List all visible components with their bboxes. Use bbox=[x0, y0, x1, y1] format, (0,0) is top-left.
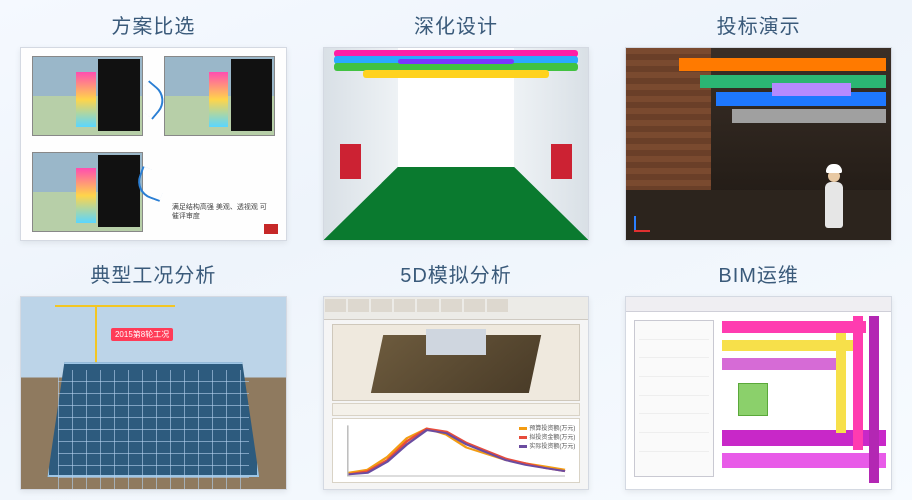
pipe-icon bbox=[363, 70, 548, 78]
card-typical-case-analysis: 典型工况分析 2015第8轮工况 bbox=[20, 259, 287, 490]
model-viewport bbox=[332, 324, 581, 401]
duct-icon bbox=[772, 83, 851, 96]
pipe-run bbox=[722, 453, 886, 468]
card-title: BIM运维 bbox=[718, 259, 799, 288]
status-strip bbox=[332, 403, 581, 416]
pipe-run bbox=[722, 321, 866, 333]
pipe-run bbox=[722, 340, 853, 352]
tree-panel bbox=[634, 320, 713, 477]
structure-grid bbox=[58, 370, 249, 490]
floor-plan bbox=[722, 316, 886, 483]
pipe-run bbox=[853, 316, 863, 450]
card-title: 典型工况分析 bbox=[90, 259, 216, 288]
thumb-typical-case: 2015第8轮工况 bbox=[20, 296, 287, 490]
card-bid-presentation: 投标演示 bbox=[625, 10, 892, 241]
chart-legend: 预算投资额(万元)拟投资金额(万元)实际投资额(万元) bbox=[519, 423, 575, 450]
app-menubar bbox=[626, 297, 891, 312]
milestone-banner: 2015第8轮工况 bbox=[111, 328, 173, 341]
annotation-text: 满足结构高强 美观、透视观 可催评审度 bbox=[172, 203, 273, 221]
card-bim-operations: BIM运维 bbox=[625, 259, 892, 490]
pipe-run bbox=[722, 358, 837, 370]
floor bbox=[626, 190, 891, 240]
pipe-icon bbox=[398, 59, 514, 64]
render-panel bbox=[32, 56, 143, 137]
card-title: 方案比选 bbox=[111, 10, 195, 39]
wall-band bbox=[340, 144, 361, 179]
thumb-detailed-design bbox=[323, 47, 590, 241]
card-detailed-design: 深化设计 bbox=[323, 10, 590, 241]
thumb-5d-simulation: 预算投资额(万元)拟投资金额(万元)实际投资额(万元) bbox=[323, 296, 590, 490]
duct-icon bbox=[732, 109, 886, 122]
duct-icon bbox=[679, 58, 885, 71]
card-title: 深化设计 bbox=[414, 10, 498, 39]
brand-logo bbox=[264, 224, 278, 234]
equipment-box bbox=[738, 383, 768, 416]
card-5d-simulation: 5D模拟分析 预算投资额(万元)拟投资金额(万元)实际投资额(万元) bbox=[323, 259, 590, 490]
render-panel bbox=[32, 152, 143, 233]
card-scheme-comparison: 方案比选 满足结构高强 美观、透视观 可催评审度 bbox=[20, 10, 287, 241]
pipe-run bbox=[869, 316, 879, 483]
thumb-bid-presentation bbox=[625, 47, 892, 241]
worker-avatar bbox=[819, 158, 849, 228]
card-title: 5D模拟分析 bbox=[400, 259, 512, 288]
thumb-scheme-comparison: 满足结构高强 美观、透视观 可催评审度 bbox=[20, 47, 287, 241]
card-grid: 方案比选 满足结构高强 美观、透视观 可催评审度 深化设计 bbox=[20, 10, 892, 490]
cost-line-chart: 预算投资额(万元)拟投资金额(万元)实际投资额(万元) bbox=[332, 418, 581, 483]
card-title: 投标演示 bbox=[717, 10, 801, 39]
app-toolbar bbox=[324, 297, 589, 320]
wall-band bbox=[551, 144, 572, 179]
thumb-bim-ops bbox=[625, 296, 892, 490]
ceiling-pipes bbox=[324, 48, 589, 125]
pipe-run bbox=[836, 333, 846, 433]
render-panel bbox=[164, 56, 275, 137]
axis-gizmo-icon bbox=[634, 214, 652, 232]
